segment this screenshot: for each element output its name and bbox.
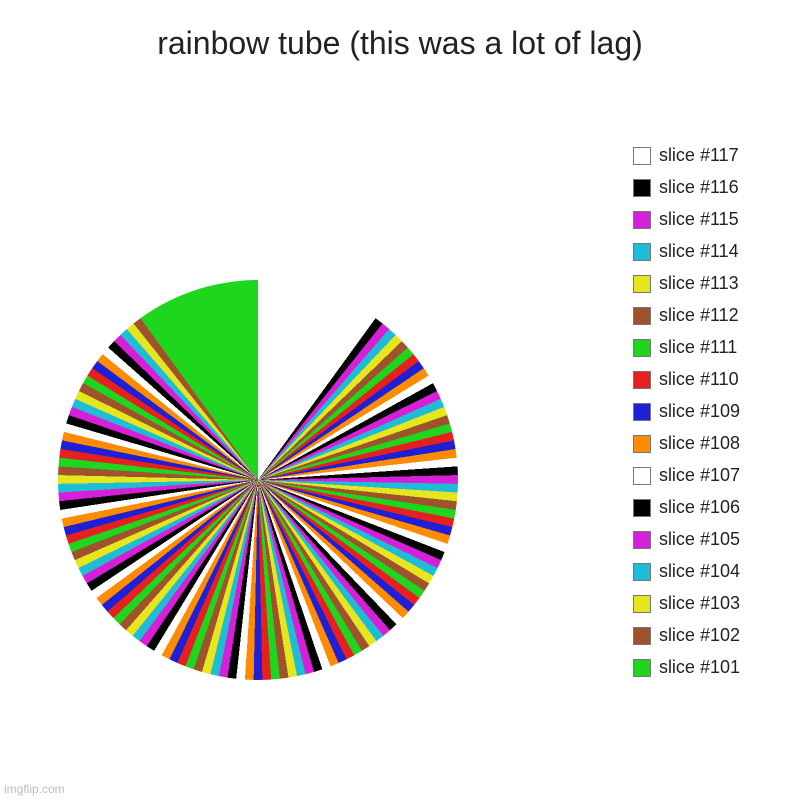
legend-swatch — [633, 499, 651, 517]
legend-label: slice #106 — [659, 497, 740, 518]
legend-swatch — [633, 659, 651, 677]
legend-item: slice #101 — [633, 657, 740, 678]
legend-item: slice #110 — [633, 369, 740, 390]
legend-swatch — [633, 179, 651, 197]
legend-item: slice #105 — [633, 529, 740, 550]
legend-swatch — [633, 211, 651, 229]
legend-swatch — [633, 371, 651, 389]
legend-item: slice #103 — [633, 593, 740, 614]
legend-label: slice #111 — [659, 337, 737, 358]
legend-label: slice #105 — [659, 529, 740, 550]
legend-item: slice #115 — [633, 209, 740, 230]
legend-swatch — [633, 467, 651, 485]
legend-swatch — [633, 243, 651, 261]
legend-item: slice #117 — [633, 145, 740, 166]
legend-swatch — [633, 563, 651, 581]
legend-item: slice #108 — [633, 433, 740, 454]
legend-label: slice #103 — [659, 593, 740, 614]
legend-label: slice #113 — [659, 273, 739, 294]
legend-swatch — [633, 435, 651, 453]
watermark: imgflip.com — [4, 782, 65, 796]
legend-label: slice #117 — [659, 145, 739, 166]
legend-label: slice #109 — [659, 401, 740, 422]
chart-container: rainbow tube (this was a lot of lag) sli… — [0, 0, 800, 800]
legend-item: slice #106 — [633, 497, 740, 518]
legend-item: slice #111 — [633, 337, 740, 358]
legend-item: slice #107 — [633, 465, 740, 486]
legend-item: slice #114 — [633, 241, 740, 262]
legend-swatch — [633, 531, 651, 549]
legend-label: slice #115 — [659, 209, 739, 230]
legend-label: slice #114 — [659, 241, 739, 262]
legend-label: slice #116 — [659, 177, 739, 198]
legend: slice #117 slice #116 slice #115 slice #114… — [633, 145, 740, 678]
legend-label: slice #102 — [659, 625, 740, 646]
legend-swatch — [633, 339, 651, 357]
legend-swatch — [633, 307, 651, 325]
chart-title: rainbow tube (this was a lot of lag) — [0, 0, 800, 62]
legend-swatch — [633, 403, 651, 421]
legend-label: slice #112 — [659, 305, 739, 326]
legend-label: slice #108 — [659, 433, 740, 454]
legend-label: slice #104 — [659, 561, 740, 582]
legend-label: slice #101 — [659, 657, 740, 678]
legend-swatch — [633, 147, 651, 165]
legend-item: slice #109 — [633, 401, 740, 422]
legend-swatch — [633, 595, 651, 613]
legend-item: slice #104 — [633, 561, 740, 582]
pie-chart — [58, 280, 458, 680]
legend-label: slice #107 — [659, 465, 740, 486]
legend-item: slice #116 — [633, 177, 740, 198]
legend-swatch — [633, 627, 651, 645]
legend-item: slice #112 — [633, 305, 740, 326]
legend-item: slice #113 — [633, 273, 740, 294]
legend-label: slice #110 — [659, 369, 739, 390]
legend-item: slice #102 — [633, 625, 740, 646]
pie-surface — [58, 280, 458, 680]
legend-swatch — [633, 275, 651, 293]
